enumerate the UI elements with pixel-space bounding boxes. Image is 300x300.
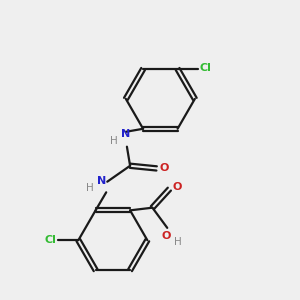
Text: O: O — [160, 164, 169, 173]
Text: N: N — [121, 129, 130, 139]
Text: H: H — [174, 237, 182, 248]
Text: H: H — [86, 182, 94, 193]
Text: Cl: Cl — [44, 235, 56, 245]
Text: O: O — [172, 182, 182, 192]
Text: Cl: Cl — [200, 63, 212, 73]
Text: H: H — [110, 136, 117, 146]
Text: O: O — [161, 231, 171, 241]
Text: N: N — [97, 176, 106, 186]
